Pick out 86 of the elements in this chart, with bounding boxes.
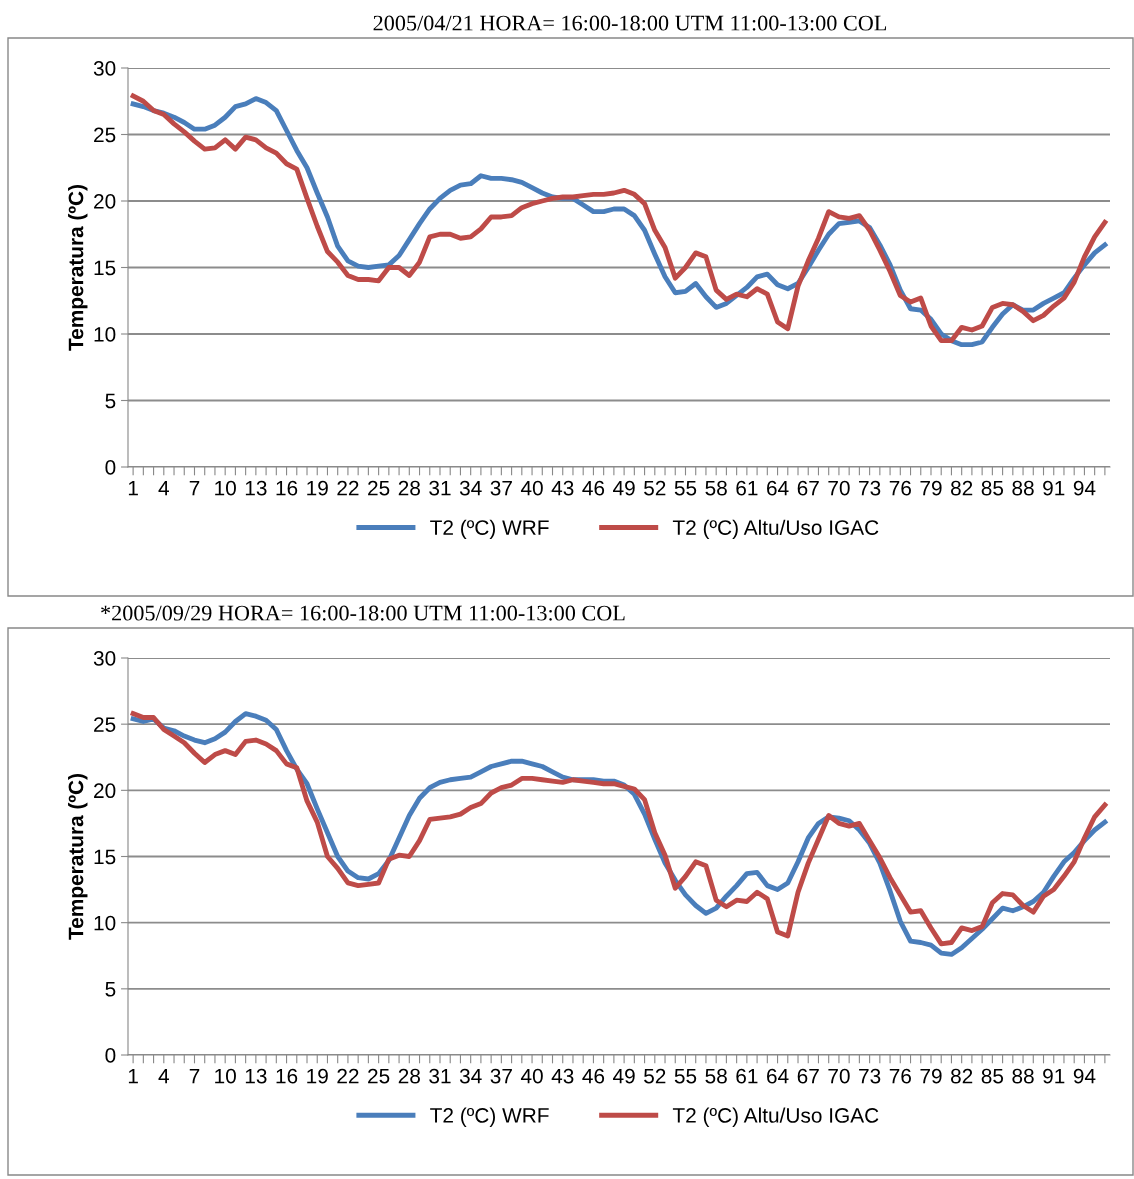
x-tick-label: 85 xyxy=(981,480,1004,496)
legend-label: T2 (ºC) WRF xyxy=(430,519,549,540)
x-tick-label: 52 xyxy=(644,480,666,496)
y-tick-label: 5 xyxy=(105,982,116,997)
y-tick-label: 0 xyxy=(105,1048,116,1063)
legend-label: T2 (ºC) Altu/Uso IGAC xyxy=(672,519,879,540)
x-tick-label: 4 xyxy=(158,1068,169,1084)
x-tick-label: 73 xyxy=(859,1068,881,1084)
x-tick-label: 67 xyxy=(797,480,819,496)
x-tick-label: 25 xyxy=(368,1068,390,1084)
y-tick-label: 20 xyxy=(94,194,116,209)
legend-label: T2 (ºC) WRF xyxy=(430,1107,549,1127)
x-tick-label: 79 xyxy=(920,1068,942,1084)
x-tick-label: 4 xyxy=(158,480,169,496)
chart-title: 2005/04/21 HORA= 16:00-18:00 UTM 11:00-13:00 COL xyxy=(373,15,887,31)
y-tick-label: 30 xyxy=(93,651,116,666)
x-tick-label: 91 xyxy=(1043,1068,1065,1084)
x-tick-label: 67 xyxy=(797,1068,819,1084)
y-axis-title: Temperatura (ºC) xyxy=(68,774,88,940)
x-tick-label: 13 xyxy=(245,1068,267,1084)
x-tick-label: 79 xyxy=(920,480,942,496)
x-tick-label: 55 xyxy=(674,480,697,496)
x-tick-label: 94 xyxy=(1073,480,1096,496)
x-tick-label: 64 xyxy=(767,1068,789,1084)
x-tick-label: 64 xyxy=(767,480,789,496)
x-tick-label: 43 xyxy=(551,480,574,496)
x-tick-label: 19 xyxy=(307,1068,328,1084)
x-tick-label: 19 xyxy=(307,480,328,496)
x-tick-label: 49 xyxy=(613,480,635,496)
x-tick-label: 46 xyxy=(582,1068,605,1084)
x-tick-label: 1 xyxy=(128,1068,138,1084)
y-tick-label: 30 xyxy=(93,61,116,76)
x-tick-label: 70 xyxy=(828,1068,850,1084)
x-tick-label: 31 xyxy=(429,480,451,496)
x-tick-label: 28 xyxy=(398,480,420,496)
x-tick-label: 43 xyxy=(551,1068,574,1084)
x-tick-label: 22 xyxy=(337,1068,359,1084)
x-tick-label: 13 xyxy=(245,480,267,496)
y-tick-label: 25 xyxy=(94,127,116,143)
x-tick-label: 10 xyxy=(215,1068,236,1084)
x-tick-label: 37 xyxy=(490,1068,512,1084)
x-tick-label: 52 xyxy=(644,1068,666,1084)
x-tick-label: 61 xyxy=(736,480,758,496)
chart-title: *2005/09/29 HORA= 16:00-18:00 UTM 11:00-13:00 COL xyxy=(101,605,625,621)
x-tick-label: 85 xyxy=(981,1068,1004,1084)
x-tick-label: 46 xyxy=(582,480,605,496)
x-tick-label: 7 xyxy=(189,480,200,496)
y-tick-label: 20 xyxy=(94,783,116,799)
x-tick-label: 61 xyxy=(736,1068,758,1084)
x-tick-label: 34 xyxy=(459,480,482,496)
x-tick-label: 40 xyxy=(520,1068,543,1084)
x-tick-label: 40 xyxy=(520,480,543,496)
x-tick-label: 28 xyxy=(398,1068,420,1084)
y-tick-label: 15 xyxy=(94,260,116,276)
y-tick-label: 15 xyxy=(94,849,116,865)
legend-label: T2 (ºC) Altu/Uso IGAC xyxy=(672,1107,879,1127)
x-tick-label: 58 xyxy=(705,480,727,496)
x-tick-label: 16 xyxy=(276,480,298,496)
x-tick-label: 16 xyxy=(276,1068,298,1084)
x-tick-label: 73 xyxy=(859,480,881,496)
y-tick-label: 25 xyxy=(94,717,116,732)
x-tick-label: 34 xyxy=(459,1068,482,1084)
x-tick-label: 82 xyxy=(951,1068,973,1084)
x-tick-label: 22 xyxy=(337,480,359,496)
x-tick-label: 1 xyxy=(128,480,138,496)
x-tick-label: 91 xyxy=(1043,480,1065,496)
y-tick-label: 10 xyxy=(94,327,116,342)
x-tick-label: 37 xyxy=(490,480,512,496)
x-tick-label: 70 xyxy=(828,480,850,496)
x-tick-label: 94 xyxy=(1073,1068,1096,1084)
x-tick-label: 55 xyxy=(674,1068,697,1084)
x-tick-label: 58 xyxy=(705,1068,727,1084)
x-tick-label: 49 xyxy=(613,1068,635,1084)
x-tick-label: 10 xyxy=(215,480,236,496)
x-tick-label: 88 xyxy=(1012,1068,1034,1084)
x-tick-label: 76 xyxy=(889,1068,911,1084)
x-tick-label: 7 xyxy=(189,1068,200,1084)
y-tick-label: 5 xyxy=(105,393,116,409)
y-axis-title: Temperatura (ºC) xyxy=(68,185,88,351)
x-tick-label: 88 xyxy=(1012,480,1034,496)
x-tick-label: 31 xyxy=(429,1068,451,1084)
x-tick-label: 82 xyxy=(951,480,973,496)
y-tick-label: 10 xyxy=(94,915,116,931)
y-tick-label: 0 xyxy=(105,460,116,475)
x-tick-label: 25 xyxy=(368,480,390,496)
x-tick-label: 76 xyxy=(889,480,911,496)
